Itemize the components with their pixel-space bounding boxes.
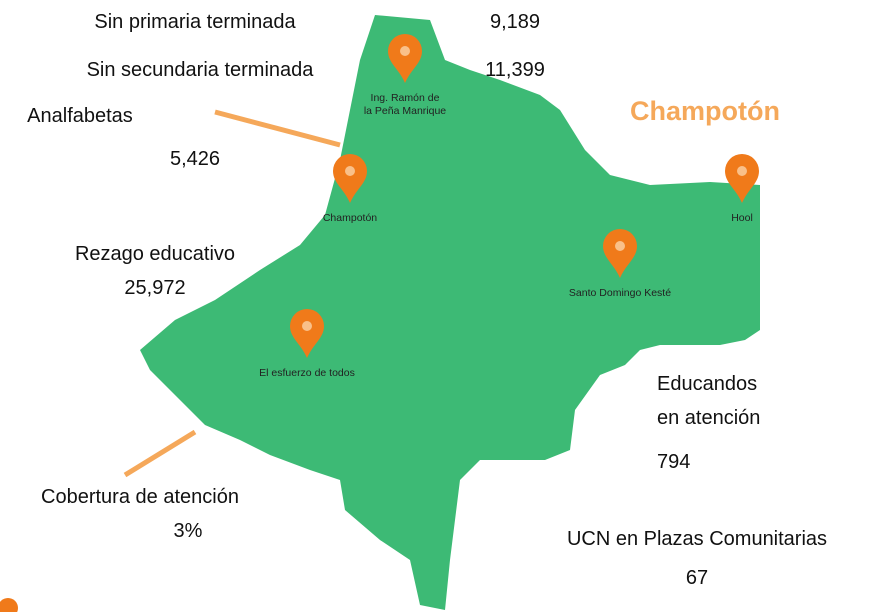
logo	[0, 598, 18, 612]
place-label: la Peña Manrique	[364, 105, 446, 117]
stat-value: 9,189	[490, 11, 540, 33]
connector	[123, 429, 197, 478]
stat-label: UCN en Plazas Comunitarias	[567, 528, 827, 550]
pin-dot	[737, 166, 747, 176]
stat-value: 794	[657, 451, 690, 473]
pin-dot	[345, 166, 355, 176]
stat-value: 5,426	[170, 148, 220, 170]
pin	[333, 154, 367, 203]
pin-dot	[615, 241, 625, 251]
title: Champotón	[630, 96, 780, 126]
stat-label: Sin secundaria terminada	[87, 59, 315, 81]
stat-label: Cobertura de atención	[41, 486, 239, 508]
pin	[388, 34, 422, 83]
place-label: Ing. Ramón de	[371, 92, 440, 104]
pin	[725, 154, 759, 203]
region	[140, 15, 760, 610]
stat-label: Educandos	[657, 373, 757, 395]
connector	[214, 109, 341, 148]
pin-dot	[302, 321, 312, 331]
place-label: Santo Domingo Kesté	[569, 287, 671, 299]
stat-value: 3%	[174, 520, 203, 542]
stat-label: en atención	[657, 407, 760, 429]
pin-dot	[400, 46, 410, 56]
place-label: El esfuerzo de todos	[259, 367, 355, 379]
pin	[290, 309, 324, 358]
stat-value: 25,972	[124, 277, 185, 299]
stat-value: 67	[686, 567, 708, 589]
place-label: Hool	[731, 212, 753, 224]
stat-label: Rezago educativo	[75, 243, 235, 265]
stat-value: 11,399	[485, 59, 545, 81]
stat-label: Sin primaria terminada	[94, 11, 296, 33]
stat-label: Analfabetas	[27, 105, 133, 127]
pin	[603, 229, 637, 278]
place-label: Champotón	[323, 212, 377, 224]
